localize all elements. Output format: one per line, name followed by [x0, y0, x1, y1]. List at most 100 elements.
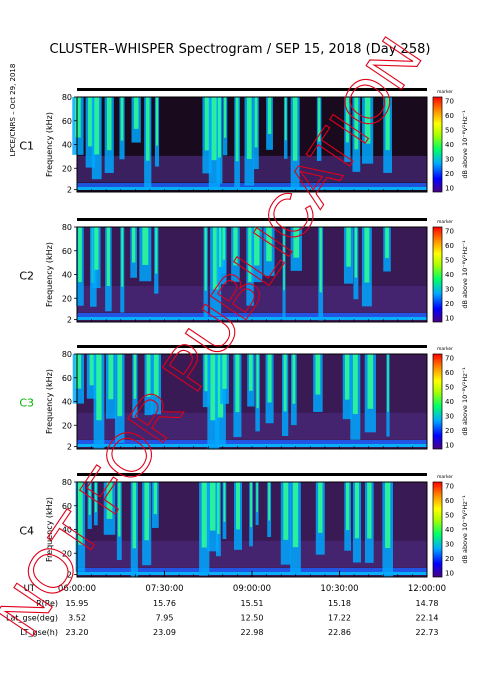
emission-burst-core: [318, 97, 321, 142]
y-tick-label: 20: [62, 421, 72, 430]
emission-burst-core: [132, 482, 137, 549]
emission-burst-core: [319, 227, 322, 293]
emission-burst-core: [155, 227, 158, 274]
emission-burst-core: [89, 354, 96, 386]
emission-burst-core: [292, 482, 299, 548]
x-axis: UT 06:00:00 07:30:00 09:00:00 10:30:00 12:00:…: [24, 571, 446, 594]
colorbar-tick-label: 10: [445, 185, 454, 193]
emission-burst-core: [106, 97, 112, 151]
y-tick-label: 20: [62, 294, 72, 303]
y-tick-label: 40: [62, 271, 72, 280]
emission-burst-core: [94, 482, 97, 513]
colorbar: [432, 481, 443, 578]
colorbar: [432, 353, 443, 450]
emission-burst-core: [246, 97, 252, 160]
low-frequency-band-core: [77, 187, 427, 190]
emission-burst-core: [94, 227, 99, 270]
y-axis-label: Frequency (kHz): [45, 242, 54, 307]
emission-burst-core: [283, 482, 289, 540]
colorbar-tick-label: 30: [445, 156, 454, 164]
emission-burst-core: [223, 482, 226, 522]
emission-burst-core: [256, 482, 258, 513]
y-tick-label: 60: [62, 374, 72, 383]
emission-burst-core: [120, 97, 124, 141]
emission-burst-core: [346, 227, 351, 267]
colorbar-tick-label: 50: [445, 384, 454, 392]
panels-group: 80 60 40 20 2 Frequency (kHz) C1 marker 70 60 50 40…: [19, 88, 469, 580]
emission-burst-core: [153, 354, 159, 397]
emission-burst-core: [96, 354, 102, 421]
emission-burst-core: [217, 97, 221, 158]
emission-burst-core: [256, 354, 259, 409]
colorbar-tick-label: 60: [445, 242, 454, 250]
colorbar: [432, 226, 443, 323]
colorbar-tick-label: 30: [445, 413, 454, 421]
colorbar-tick-label: 10: [445, 315, 454, 323]
ephemeris-value: 22.98: [241, 628, 264, 637]
colorbar-label: dB above 10⁻⁸V²Hz⁻¹: [461, 495, 469, 564]
emission-burst-core: [78, 227, 82, 283]
y-tick-label: 20: [62, 164, 72, 173]
emission-burst-core: [315, 354, 321, 395]
y-tick-label: 2: [67, 443, 72, 452]
emission-burst-core: [201, 482, 207, 548]
panel-c1: 80 60 40 20 2 Frequency (kHz) C1 marker 70 60 50 40…: [19, 88, 469, 195]
ephemeris-value: 23.09: [153, 628, 176, 637]
ephemeris-value: 14.78: [416, 599, 439, 608]
emission-burst-core: [204, 227, 207, 291]
emission-burst-core: [250, 482, 252, 528]
ephemeris-value: 22.14: [416, 614, 439, 623]
emission-burst-core: [248, 227, 252, 283]
colorbar-label: dB above 10⁻⁸V²Hz⁻¹: [461, 110, 469, 179]
colorbar-tick-label: 60: [445, 369, 454, 377]
y-tick-label: 2: [67, 316, 72, 325]
emission-burst-core: [106, 227, 111, 286]
emission-burst-core: [233, 227, 238, 266]
ephemeris-value: 3.52: [68, 614, 86, 623]
emission-burst-core: [204, 354, 208, 392]
emission-burst-core: [142, 227, 149, 265]
emission-burst-core: [117, 354, 123, 417]
colorbar-tick-label: 20: [445, 170, 454, 178]
emission-burst-core: [211, 97, 218, 161]
y-tick-label: 40: [62, 526, 72, 535]
ephemeris-value: 23.20: [66, 628, 89, 637]
x-tick-label: 07:30:00: [145, 584, 183, 594]
panel-header-bar: [77, 88, 427, 91]
y-axis-label: Frequency (kHz): [45, 369, 54, 434]
low-frequency-band: [77, 440, 427, 447]
y-tick-label: 80: [62, 223, 72, 232]
emission-burst-core: [352, 354, 358, 415]
emission-burst-core: [210, 354, 217, 421]
emission-burst-core: [118, 482, 121, 537]
emission-burst-core: [235, 97, 239, 162]
emission-burst-core: [283, 227, 285, 291]
x-tick-label: 10:30:00: [320, 584, 358, 594]
y-tick-label: 40: [62, 398, 72, 407]
colorbar-label: dB above 10⁻⁸V²Hz⁻¹: [461, 240, 469, 309]
colorbar-tick-label: 40: [445, 398, 454, 406]
emission-burst-core: [223, 97, 227, 138]
emission-burst-core: [75, 354, 82, 389]
emission-burst-core: [354, 227, 358, 278]
emission-burst-core: [106, 482, 113, 519]
colorbar-tick-label: 50: [445, 257, 454, 265]
emission-burst-core: [88, 97, 93, 147]
emission-burst-core: [385, 227, 389, 259]
x-tick-label: 12:00:00: [408, 584, 446, 594]
x-tick-label: 06:00:00: [58, 584, 96, 594]
emission-burst-core: [367, 482, 372, 539]
emission-burst-core: [345, 97, 349, 143]
emission-burst-core: [133, 354, 137, 399]
emission-burst-core: [385, 482, 391, 549]
emission-burst-core: [385, 97, 390, 151]
ephemeris-value: 22.86: [328, 628, 351, 637]
ephemeris-value: 15.95: [66, 599, 89, 608]
emission-burst-core: [212, 227, 219, 290]
emission-burst-core: [364, 227, 370, 283]
emission-burst-core: [354, 97, 359, 150]
ephemeris-value: 7.95: [156, 614, 174, 623]
figure-title: CLUSTER–WHISPER Spectrogram / SEP 15, 20…: [50, 42, 431, 57]
colorbar-tick-label: 70: [445, 355, 454, 363]
